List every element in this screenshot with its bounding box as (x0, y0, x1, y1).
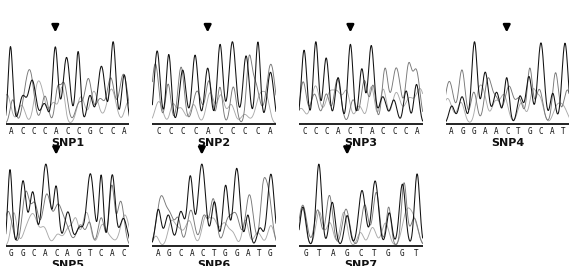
Text: A: A (246, 249, 250, 258)
Text: C: C (65, 127, 70, 136)
Text: G: G (528, 127, 532, 136)
Text: SNP7: SNP7 (344, 260, 377, 266)
Text: G: G (223, 249, 228, 258)
Text: A: A (9, 127, 14, 136)
Text: SNP5: SNP5 (51, 260, 84, 266)
Text: A: A (65, 249, 70, 258)
Text: C: C (178, 249, 183, 258)
Text: C: C (201, 249, 205, 258)
Text: G: G (235, 249, 239, 258)
Text: C: C (32, 127, 36, 136)
Text: C: C (181, 127, 186, 136)
Text: A: A (482, 127, 487, 136)
Text: C: C (32, 249, 36, 258)
Text: T: T (212, 249, 217, 258)
Text: A: A (54, 127, 59, 136)
Text: SNP1: SNP1 (51, 138, 84, 148)
Text: G: G (386, 249, 390, 258)
Text: A: A (449, 127, 454, 136)
Text: A: A (189, 249, 194, 258)
Text: A: A (267, 127, 272, 136)
Text: C: C (99, 127, 104, 136)
Text: T: T (516, 127, 521, 136)
Text: T: T (358, 127, 363, 136)
Text: C: C (20, 127, 25, 136)
Text: C: C (325, 127, 329, 136)
Text: G: G (345, 249, 350, 258)
Text: A: A (370, 127, 374, 136)
Text: C: C (347, 127, 352, 136)
Text: C: C (358, 249, 363, 258)
Text: SNP3: SNP3 (344, 138, 377, 148)
Text: C: C (243, 127, 247, 136)
Text: G: G (9, 249, 14, 258)
Text: C: C (121, 249, 126, 258)
Text: C: C (505, 127, 510, 136)
Text: C: C (381, 127, 386, 136)
Text: C: C (168, 127, 173, 136)
Text: A: A (550, 127, 555, 136)
Text: C: C (255, 127, 260, 136)
Text: T: T (88, 249, 93, 258)
Text: T: T (372, 249, 377, 258)
Text: A: A (121, 127, 126, 136)
Text: C: C (404, 127, 408, 136)
Text: T: T (257, 249, 262, 258)
Text: G: G (472, 127, 476, 136)
Text: A: A (415, 127, 419, 136)
Text: G: G (167, 249, 171, 258)
Text: C: C (231, 127, 235, 136)
Text: T: T (561, 127, 566, 136)
Text: SNP6: SNP6 (198, 260, 231, 266)
Text: A: A (336, 127, 340, 136)
Text: A: A (110, 249, 115, 258)
Text: A: A (156, 249, 160, 258)
Text: C: C (313, 127, 318, 136)
Text: G: G (268, 249, 273, 258)
Text: C: C (76, 127, 81, 136)
Text: A: A (494, 127, 499, 136)
Text: G: G (400, 249, 404, 258)
Text: G: G (88, 127, 93, 136)
Text: C: C (43, 127, 47, 136)
Text: SNP4: SNP4 (491, 138, 524, 148)
Text: G: G (304, 249, 308, 258)
Text: C: C (156, 127, 161, 136)
Text: A: A (206, 127, 210, 136)
Text: T: T (317, 249, 322, 258)
Text: SNP2: SNP2 (198, 138, 231, 148)
Text: C: C (110, 127, 115, 136)
Text: C: C (302, 127, 307, 136)
Text: C: C (193, 127, 198, 136)
Text: C: C (539, 127, 543, 136)
Text: G: G (76, 249, 81, 258)
Text: G: G (20, 249, 25, 258)
Text: G: G (460, 127, 465, 136)
Text: A: A (43, 249, 47, 258)
Text: A: A (331, 249, 336, 258)
Text: C: C (218, 127, 223, 136)
Text: C: C (392, 127, 397, 136)
Text: T: T (413, 249, 418, 258)
Text: C: C (54, 249, 59, 258)
Text: C: C (99, 249, 104, 258)
